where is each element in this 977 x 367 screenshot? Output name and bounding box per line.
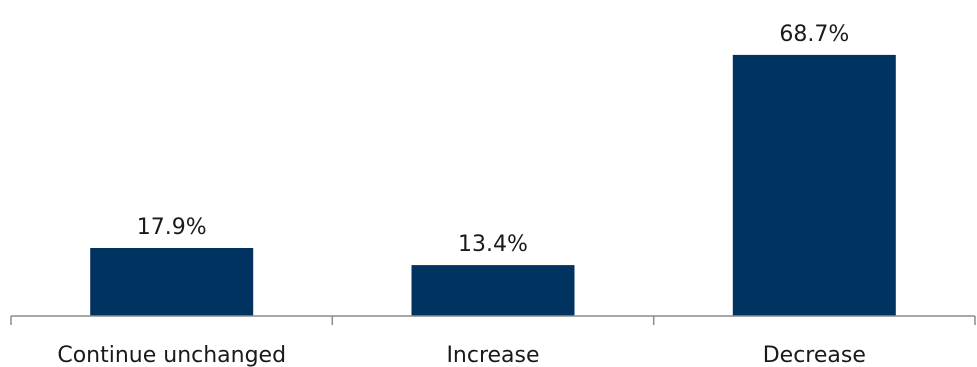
value-labels-group: 17.9% 13.4% 68.7% bbox=[137, 22, 849, 257]
value-label-2: 68.7% bbox=[779, 22, 849, 47]
bars-group bbox=[90, 54, 896, 317]
x-tick-label-2: Decrease bbox=[763, 343, 866, 367]
x-axis bbox=[10, 315, 976, 325]
value-label-0: 17.9% bbox=[137, 215, 207, 240]
x-tick-labels-group: Continue unchanged Increase Decrease bbox=[57, 343, 866, 367]
bar-1 bbox=[411, 265, 575, 316]
bar-0 bbox=[90, 248, 254, 316]
bar-2 bbox=[732, 54, 896, 317]
x-tick-label-1: Increase bbox=[446, 343, 539, 367]
x-tick-label-0: Continue unchanged bbox=[57, 343, 286, 367]
value-label-1: 13.4% bbox=[458, 232, 528, 257]
